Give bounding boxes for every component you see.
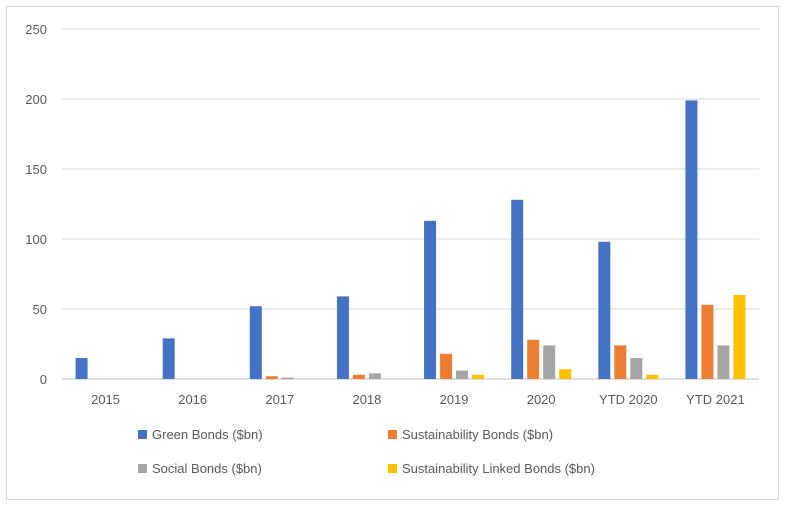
bar (75, 358, 88, 379)
bar (352, 374, 365, 379)
x-tick-label: YTD 2021 (686, 392, 745, 407)
x-tick-label: 2019 (440, 392, 469, 407)
bar (281, 377, 294, 379)
legend-label: Sustainability Bonds ($bn) (402, 427, 553, 442)
x-tick-label: 2018 (352, 392, 381, 407)
y-tick-label: 50 (33, 302, 47, 317)
bar (630, 358, 643, 379)
bar (472, 374, 485, 379)
bar (559, 369, 572, 379)
bar (511, 199, 524, 379)
gridlines (62, 28, 759, 380)
x-tick-label: YTD 2020 (599, 392, 658, 407)
bar (646, 374, 659, 379)
legend: Green Bonds ($bn) Sustainability Bonds ($… (138, 427, 595, 476)
bar (543, 345, 556, 379)
bar (368, 373, 381, 379)
x-tick-label: 2020 (527, 392, 556, 407)
legend-swatch (388, 464, 397, 473)
bar-chart: 0 50 100 150 200 250 2015 2016 2017 2018 2019 2020… (25, 22, 759, 476)
legend-label: Sustainability Linked Bonds ($bn) (402, 461, 595, 476)
x-tick-label: 2015 (91, 392, 120, 407)
y-tick-label: 250 (25, 22, 47, 37)
bar (527, 339, 540, 379)
bar (614, 345, 627, 379)
bars (75, 100, 746, 380)
bar (265, 376, 278, 379)
y-axis-tick-labels: 0 50 100 150 200 250 (25, 22, 47, 387)
bar (456, 370, 469, 379)
bar (717, 345, 730, 379)
legend-swatch (138, 464, 147, 473)
bar (733, 295, 746, 379)
legend-swatch (388, 430, 397, 439)
x-tick-label: 2016 (178, 392, 207, 407)
legend-label: Social Bonds ($bn) (152, 461, 262, 476)
bar (424, 220, 437, 379)
y-tick-label: 150 (25, 162, 47, 177)
bar (249, 306, 262, 379)
x-axis-tick-labels: 2015 2016 2017 2018 2019 2020 YTD 2020 YTD 2021 (91, 392, 745, 407)
bar (440, 353, 453, 379)
bar (685, 100, 698, 380)
y-tick-label: 200 (25, 92, 47, 107)
y-tick-label: 100 (25, 232, 47, 247)
bar (162, 338, 175, 379)
x-tick-label: 2017 (265, 392, 294, 407)
legend-label: Green Bonds ($bn) (152, 427, 263, 442)
y-tick-label: 0 (40, 372, 47, 387)
chart-frame: 0 50 100 150 200 250 2015 2016 2017 2018 2019 2020… (6, 6, 779, 500)
bar (598, 241, 611, 379)
bar (336, 296, 349, 379)
bar (701, 304, 714, 379)
legend-swatch (138, 430, 147, 439)
